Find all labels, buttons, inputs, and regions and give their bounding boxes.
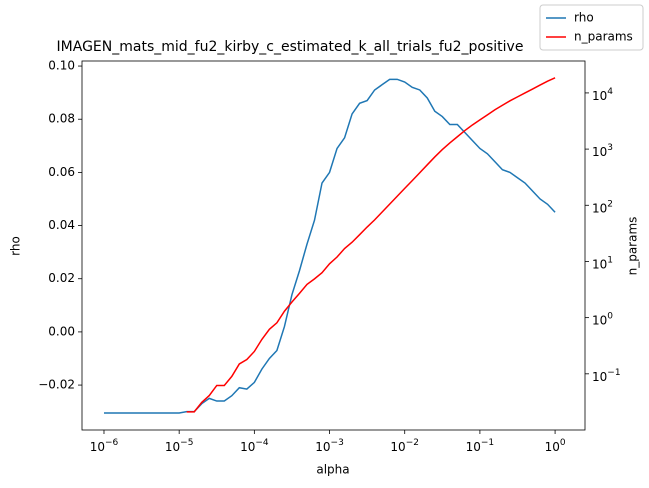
x-tick-label-exponent: −4 <box>255 438 269 448</box>
x-tick-label: 10−2 <box>390 438 419 454</box>
y-tick-label: 0.06 <box>48 165 75 179</box>
y2-tick-label-exponent: 3 <box>607 143 613 153</box>
x-tick-label-base: 10 <box>240 440 255 454</box>
x-axis-label: alpha <box>316 463 349 477</box>
y2-tick-label: 100 <box>592 311 613 327</box>
y2-tick-label: 102 <box>592 199 613 215</box>
y2-tick-label-base: 10 <box>592 201 607 215</box>
y2-axis-label: n_params <box>626 217 640 276</box>
x-tick-label-base: 10 <box>545 440 560 454</box>
x-tick-label-exponent: −5 <box>180 438 193 448</box>
x-tick-label: 100 <box>545 438 566 454</box>
x-tick-label-exponent: 0 <box>560 438 566 448</box>
x-tick-label-exponent: −3 <box>331 438 344 448</box>
x-tick-label-base: 10 <box>390 440 405 454</box>
y2-tick-label-base: 10 <box>592 88 607 102</box>
y-tick-label: 0.00 <box>48 324 75 338</box>
y-tick-label: −0.02 <box>38 378 75 392</box>
x-tick-label-base: 10 <box>90 440 105 454</box>
x-tick-label: 10−5 <box>165 438 194 454</box>
plot-frame <box>81 60 586 431</box>
y2-tick-label-exponent: 1 <box>607 255 613 265</box>
y2-tick-label: 103 <box>592 143 613 159</box>
y2-tick-label-base: 10 <box>592 145 607 159</box>
line-n_params <box>186 77 556 413</box>
x-tick-label-exponent: −6 <box>105 438 119 448</box>
chart-title: IMAGEN_mats_mid_fu2_kirby_c_estimated_k_… <box>57 39 524 55</box>
y2-tick-label-exponent: 2 <box>607 199 613 209</box>
x-tick-label-base: 10 <box>315 440 330 454</box>
y2-tick-label: 101 <box>592 255 613 271</box>
x-tick-label: 10−1 <box>466 438 495 454</box>
y2-tick-label-base: 10 <box>592 369 607 383</box>
y2-tick-label-base: 10 <box>592 313 607 327</box>
y-tick-label: 0.04 <box>48 218 75 232</box>
y2-tick-label-exponent: −1 <box>607 367 620 377</box>
legend-label: rho <box>574 11 594 25</box>
line-rho <box>103 78 556 414</box>
y2-tick-label: 10−1 <box>592 367 621 383</box>
x-tick-label-exponent: −2 <box>406 438 419 448</box>
y2-tick-label-base: 10 <box>592 257 607 271</box>
y-tick-label: 0.02 <box>48 271 75 285</box>
x-tick-label: 10−4 <box>240 438 269 454</box>
y2-tick-label: 104 <box>592 86 613 102</box>
legend-label: n_params <box>574 30 633 44</box>
x-tick-label-base: 10 <box>466 440 481 454</box>
y-axis-label: rho <box>9 236 23 256</box>
y-tick-label: 0.10 <box>48 59 75 73</box>
legend-box <box>539 4 644 51</box>
x-tick-label-exponent: −1 <box>481 438 494 448</box>
x-tick-label-base: 10 <box>165 440 180 454</box>
y2-tick-label-exponent: 0 <box>607 311 613 321</box>
x-tick-label: 10−6 <box>90 438 119 454</box>
y2-tick-label-exponent: 4 <box>607 86 613 96</box>
y-tick-label: 0.08 <box>48 112 75 126</box>
x-tick-label: 10−3 <box>315 438 344 454</box>
